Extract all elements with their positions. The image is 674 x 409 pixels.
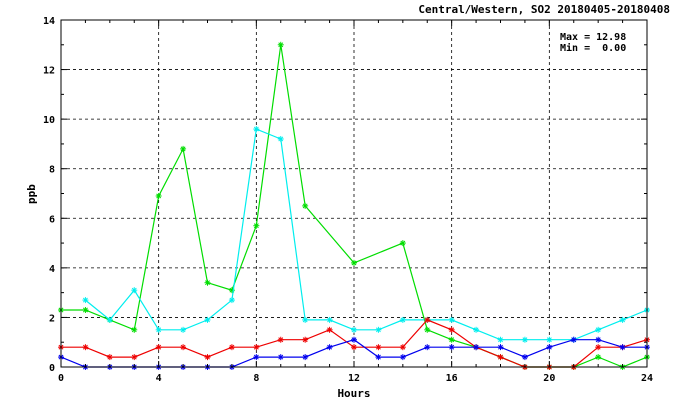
grid-layer — [61, 20, 647, 367]
data-point — [155, 326, 162, 333]
data-point — [302, 316, 309, 323]
data-point — [351, 336, 357, 343]
data-point — [131, 287, 138, 294]
y-tick-label: 4 — [49, 264, 55, 275]
data-point — [351, 326, 357, 333]
data-point — [351, 344, 357, 351]
data-point — [399, 354, 406, 361]
data-point — [131, 354, 138, 361]
data-point — [546, 344, 553, 351]
data-point — [180, 326, 187, 333]
y-axis-label: ppb — [25, 184, 38, 204]
data-point — [277, 354, 284, 361]
data-point — [497, 354, 504, 361]
data-point — [595, 336, 602, 343]
data-point — [546, 336, 553, 343]
data-point — [375, 354, 382, 361]
data-point — [570, 336, 577, 343]
data-point — [521, 354, 528, 361]
max-label: Max = 12.98 — [560, 32, 626, 43]
data-point — [399, 316, 406, 323]
data-point — [424, 316, 431, 323]
series-layer — [58, 41, 650, 370]
chart-title: Central/Western, SO2 20180405-20180408 — [418, 3, 670, 16]
x-tick-label: 20 — [543, 373, 555, 384]
data-point — [180, 344, 187, 351]
data-point — [302, 354, 309, 361]
y-tick-label: 14 — [43, 16, 55, 27]
y-tick-label: 12 — [43, 66, 55, 77]
data-point — [595, 344, 602, 351]
data-point — [155, 344, 162, 351]
data-point — [82, 344, 89, 351]
series-1 — [82, 126, 650, 343]
data-point — [302, 336, 309, 343]
data-point — [326, 326, 333, 333]
y-tick-label: 2 — [49, 313, 55, 324]
data-point — [155, 192, 162, 199]
data-point — [277, 336, 284, 343]
data-point — [448, 326, 455, 333]
data-point — [253, 222, 260, 229]
data-point — [497, 336, 504, 343]
data-point — [228, 344, 235, 351]
y-tick-label: 6 — [49, 214, 55, 225]
y-tick-label: 10 — [43, 115, 55, 126]
min-label: Min = 0.00 — [560, 42, 626, 54]
x-axis-label: Hours — [337, 387, 370, 400]
data-point — [619, 316, 626, 323]
x-tick-label: 0 — [58, 373, 64, 384]
data-point — [497, 344, 504, 351]
data-point — [82, 306, 89, 313]
data-point — [302, 202, 309, 209]
data-point — [253, 344, 260, 351]
data-point — [399, 240, 406, 247]
data-point — [326, 316, 333, 323]
data-point — [204, 354, 211, 361]
data-point — [595, 354, 602, 361]
data-point — [131, 326, 138, 333]
data-point — [106, 354, 113, 361]
data-point — [473, 326, 480, 333]
y-tick-label: 8 — [49, 165, 55, 176]
data-point — [351, 259, 357, 266]
data-point — [277, 41, 284, 48]
data-point — [228, 297, 235, 304]
data-point — [424, 326, 431, 333]
series-line — [85, 128, 648, 341]
data-point — [473, 344, 480, 351]
data-point — [521, 336, 528, 343]
data-point — [326, 344, 333, 351]
data-point — [204, 316, 211, 323]
data-point — [180, 145, 187, 152]
data-point — [448, 316, 455, 323]
x-tick-label: 16 — [446, 373, 458, 384]
data-point — [375, 326, 382, 333]
x-tick-label: 12 — [348, 373, 360, 384]
data-point — [253, 126, 260, 133]
data-point — [277, 135, 284, 142]
data-point — [619, 344, 626, 351]
data-point — [399, 344, 406, 351]
x-tick-label: 24 — [641, 373, 653, 384]
data-point — [424, 344, 431, 351]
data-point — [448, 344, 455, 351]
x-tick-label: 8 — [253, 373, 259, 384]
y-tick-label: 0 — [49, 363, 55, 374]
data-point — [448, 336, 455, 343]
data-point — [595, 326, 602, 333]
data-point — [106, 316, 113, 323]
x-tick-label: 4 — [156, 373, 162, 384]
data-point — [375, 344, 382, 351]
data-point — [204, 279, 211, 286]
data-point — [253, 354, 260, 361]
data-point — [82, 297, 89, 304]
